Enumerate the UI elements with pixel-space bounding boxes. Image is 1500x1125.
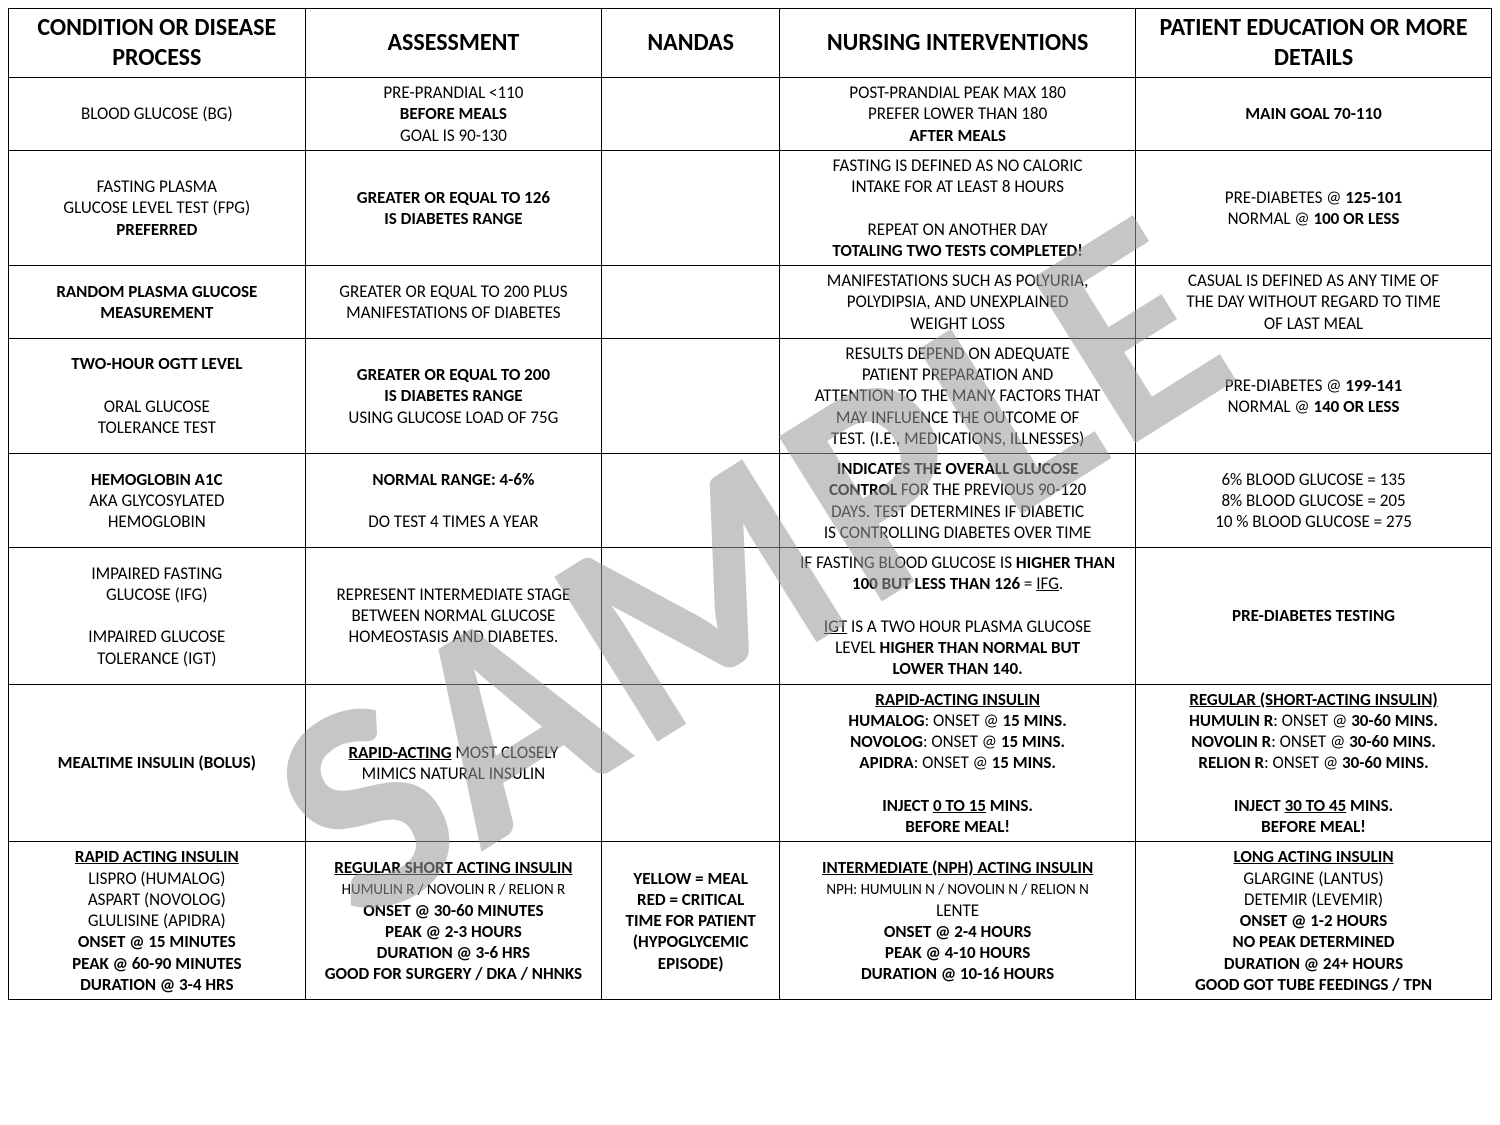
table-row: IMPAIRED FASTING GLUCOSE (IFG) IMPAIRED … bbox=[9, 548, 1492, 685]
cell-interventions: INDICATES THE OVERALL GLUCOSE CONTROL FO… bbox=[780, 454, 1136, 548]
table-row: RAPID ACTING INSULIN LISPRO (HUMALOG) AS… bbox=[9, 842, 1492, 1000]
col-nandas: NANDAS bbox=[602, 9, 780, 78]
cell-assessment: GREATER OR EQUAL TO 200 PLUS MANIFESTATI… bbox=[305, 266, 602, 339]
cell-interventions: INTERMEDIATE (NPH) ACTING INSULIN NPH: H… bbox=[780, 842, 1136, 1000]
cell-condition: FASTING PLASMA GLUCOSE LEVEL TEST (FPG) … bbox=[9, 150, 306, 265]
cell-condition: RANDOM PLASMA GLUCOSE MEASUREMENT bbox=[9, 266, 306, 339]
cell-nandas bbox=[602, 150, 780, 265]
cell-assessment: REPRESENT INTERMEDIATE STAGE BETWEEN NOR… bbox=[305, 548, 602, 685]
col-assessment: ASSESSMENT bbox=[305, 9, 602, 78]
cell-interventions: IF FASTING BLOOD GLUCOSE IS HIGHER THAN … bbox=[780, 548, 1136, 685]
cell-assessment: REGULAR SHORT ACTING INSULIN HUMULIN R /… bbox=[305, 842, 602, 1000]
cell-education: PRE-DIABETES @ 199-141 NORMAL @ 140 OR L… bbox=[1136, 338, 1492, 453]
cell-condition: RAPID ACTING INSULIN LISPRO (HUMALOG) AS… bbox=[9, 842, 306, 1000]
cell-condition: IMPAIRED FASTING GLUCOSE (IFG) IMPAIRED … bbox=[9, 548, 306, 685]
col-education: PATIENT EDUCATION OR MORE DETAILS bbox=[1136, 9, 1492, 78]
cell-nandas bbox=[602, 266, 780, 339]
cell-interventions: RESULTS DEPEND ON ADEQUATE PATIENT PREPA… bbox=[780, 338, 1136, 453]
header-row: CONDITION OR DISEASE PROCESS ASSESSMENT … bbox=[9, 9, 1492, 78]
cell-nandas bbox=[602, 78, 780, 151]
table-row: MEALTIME INSULIN (BOLUS) RAPID-ACTING MO… bbox=[9, 684, 1492, 842]
cell-interventions: FASTING IS DEFINED AS NO CALORIC INTAKE … bbox=[780, 150, 1136, 265]
table-row: BLOOD GLUCOSE (BG) PRE-PRANDIAL <110 BEF… bbox=[9, 78, 1492, 151]
table-row: TWO-HOUR OGTT LEVEL ORAL GLUCOSE TOLERAN… bbox=[9, 338, 1492, 453]
cell-assessment: RAPID-ACTING MOST CLOSELY MIMICS NATURAL… bbox=[305, 684, 602, 842]
cell-education: REGULAR (SHORT-ACTING INSULIN) HUMULIN R… bbox=[1136, 684, 1492, 842]
cell-interventions: MANIFESTATIONS SUCH AS POLYURIA, POLYDIP… bbox=[780, 266, 1136, 339]
cell-nandas bbox=[602, 684, 780, 842]
nursing-table: CONDITION OR DISEASE PROCESS ASSESSMENT … bbox=[8, 8, 1492, 1000]
cell-condition: HEMOGLOBIN A1C AKA GLYCOSYLATED HEMOGLOB… bbox=[9, 454, 306, 548]
cell-nandas bbox=[602, 548, 780, 685]
cell-interventions: RAPID-ACTING INSULIN HUMALOG: ONSET @ 15… bbox=[780, 684, 1136, 842]
cell-assessment: PRE-PRANDIAL <110 BEFORE MEALS GOAL IS 9… bbox=[305, 78, 602, 151]
cell-nandas bbox=[602, 338, 780, 453]
col-interventions: NURSING INTERVENTIONS bbox=[780, 9, 1136, 78]
cell-education: MAIN GOAL 70-110 bbox=[1136, 78, 1492, 151]
table-row: RANDOM PLASMA GLUCOSE MEASUREMENT GREATE… bbox=[9, 266, 1492, 339]
cell-education: 6% BLOOD GLUCOSE = 135 8% BLOOD GLUCOSE … bbox=[1136, 454, 1492, 548]
table-row: FASTING PLASMA GLUCOSE LEVEL TEST (FPG) … bbox=[9, 150, 1492, 265]
cell-condition: TWO-HOUR OGTT LEVEL ORAL GLUCOSE TOLERAN… bbox=[9, 338, 306, 453]
table-row: HEMOGLOBIN A1C AKA GLYCOSYLATED HEMOGLOB… bbox=[9, 454, 1492, 548]
cell-nandas: YELLOW = MEAL RED = CRITICAL TIME FOR PA… bbox=[602, 842, 780, 1000]
cell-condition: MEALTIME INSULIN (BOLUS) bbox=[9, 684, 306, 842]
cell-interventions: POST-PRANDIAL PEAK MAX 180 PREFER LOWER … bbox=[780, 78, 1136, 151]
cell-education: PRE-DIABETES TESTING bbox=[1136, 548, 1492, 685]
cell-education: CASUAL IS DEFINED AS ANY TIME OF THE DAY… bbox=[1136, 266, 1492, 339]
cell-assessment: NORMAL RANGE: 4-6% DO TEST 4 TIMES A YEA… bbox=[305, 454, 602, 548]
cell-education: PRE-DIABETES @ 125-101 NORMAL @ 100 OR L… bbox=[1136, 150, 1492, 265]
cell-education: LONG ACTING INSULIN GLARGINE (LANTUS) DE… bbox=[1136, 842, 1492, 1000]
cell-assessment: GREATER OR EQUAL TO 200 IS DIABETES RANG… bbox=[305, 338, 602, 453]
cell-condition: BLOOD GLUCOSE (BG) bbox=[9, 78, 306, 151]
col-condition: CONDITION OR DISEASE PROCESS bbox=[9, 9, 306, 78]
cell-assessment: GREATER OR EQUAL TO 126 IS DIABETES RANG… bbox=[305, 150, 602, 265]
cell-nandas bbox=[602, 454, 780, 548]
